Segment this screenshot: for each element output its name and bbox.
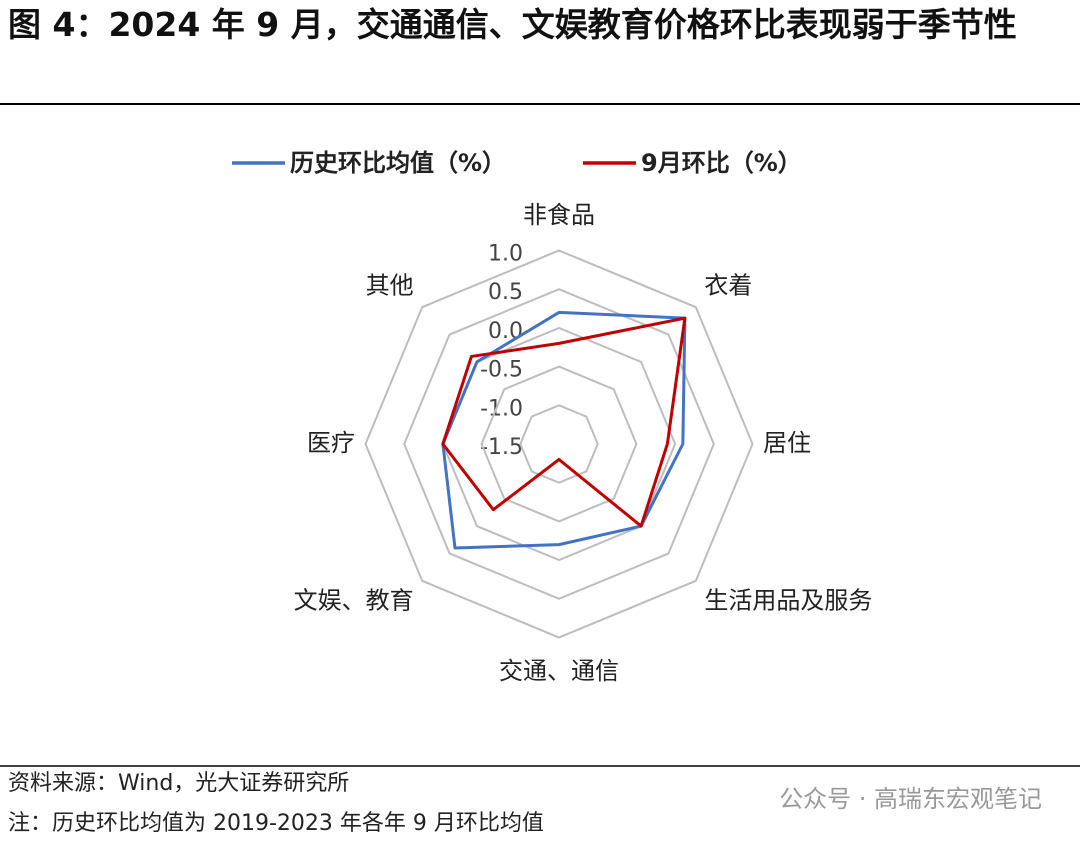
legend-label: 历史环比均值（%） xyxy=(290,149,506,177)
grid-ring xyxy=(519,404,599,484)
series-line xyxy=(441,316,687,528)
r-tick-label: 1.0 xyxy=(488,242,523,267)
category-label: 衣着 xyxy=(704,272,752,300)
category-label: 居住 xyxy=(763,429,811,457)
category-label: 非食品 xyxy=(523,201,595,229)
r-tick-label: -1.0 xyxy=(480,396,523,421)
category-label: 医疗 xyxy=(307,429,355,457)
category-label: 其他 xyxy=(366,272,414,300)
r-tick-label: -0.5 xyxy=(480,358,523,383)
category-label: 交通、通信 xyxy=(499,657,619,685)
category-label: 文娱、教育 xyxy=(294,586,414,614)
r-tick-label: 0.0 xyxy=(488,319,523,344)
source: 资料来源：Wind，光大证券研究所 xyxy=(8,771,349,796)
legend-label: 9月环比（%） xyxy=(641,149,802,177)
category-label: 生活用品及服务 xyxy=(704,586,872,614)
r-tick-label: 0.5 xyxy=(488,280,523,305)
chart-title: 图 4：2024 年 9 月，交通通信、文娱教育价格环比表现弱于季节性 xyxy=(8,5,1017,44)
grid-ring xyxy=(364,249,754,639)
series-line xyxy=(441,310,687,550)
note: 注：历史环比均值为 2019-2023 年各年 9 月环比均值 xyxy=(8,811,544,836)
grid-ring xyxy=(480,365,638,523)
watermark: 公众号 · 高瑞东宏观笔记 xyxy=(779,785,1042,813)
